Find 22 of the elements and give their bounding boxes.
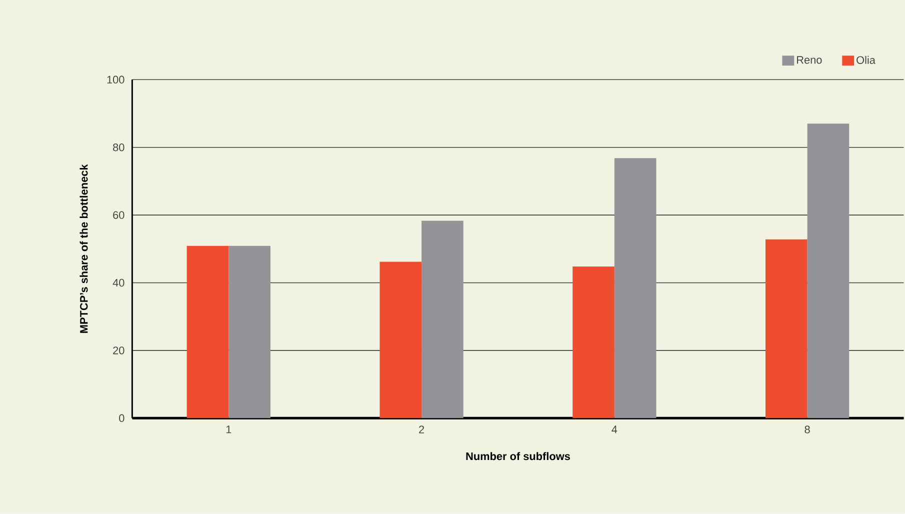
y-tick-label: 20 [113,346,124,354]
y-tick-label: 60 [113,211,124,220]
x-tick-label: 8 [804,426,810,434]
y-axis-title: MPTCP’s share of the bottleneck [80,164,88,333]
y-tick-label: 80 [113,144,124,152]
y-tick-label: 40 [112,279,124,287]
legend-label: Olia [856,56,876,64]
legend-label: Reno [797,56,822,64]
x-tick-label: 1 [226,426,232,434]
y-tick-label: 100 [107,76,124,84]
bar [572,266,614,418]
x-tick-label: 4 [612,426,618,434]
y-tick-label: 0 [119,414,124,422]
x-axis-title: Number of subflows [466,452,570,460]
bar [228,246,270,418]
bar [380,262,422,418]
bar [614,158,656,418]
bar [422,220,464,418]
x-tick-label: 2 [419,426,424,434]
bar [807,124,850,418]
bar [186,246,229,418]
bar [766,240,808,418]
